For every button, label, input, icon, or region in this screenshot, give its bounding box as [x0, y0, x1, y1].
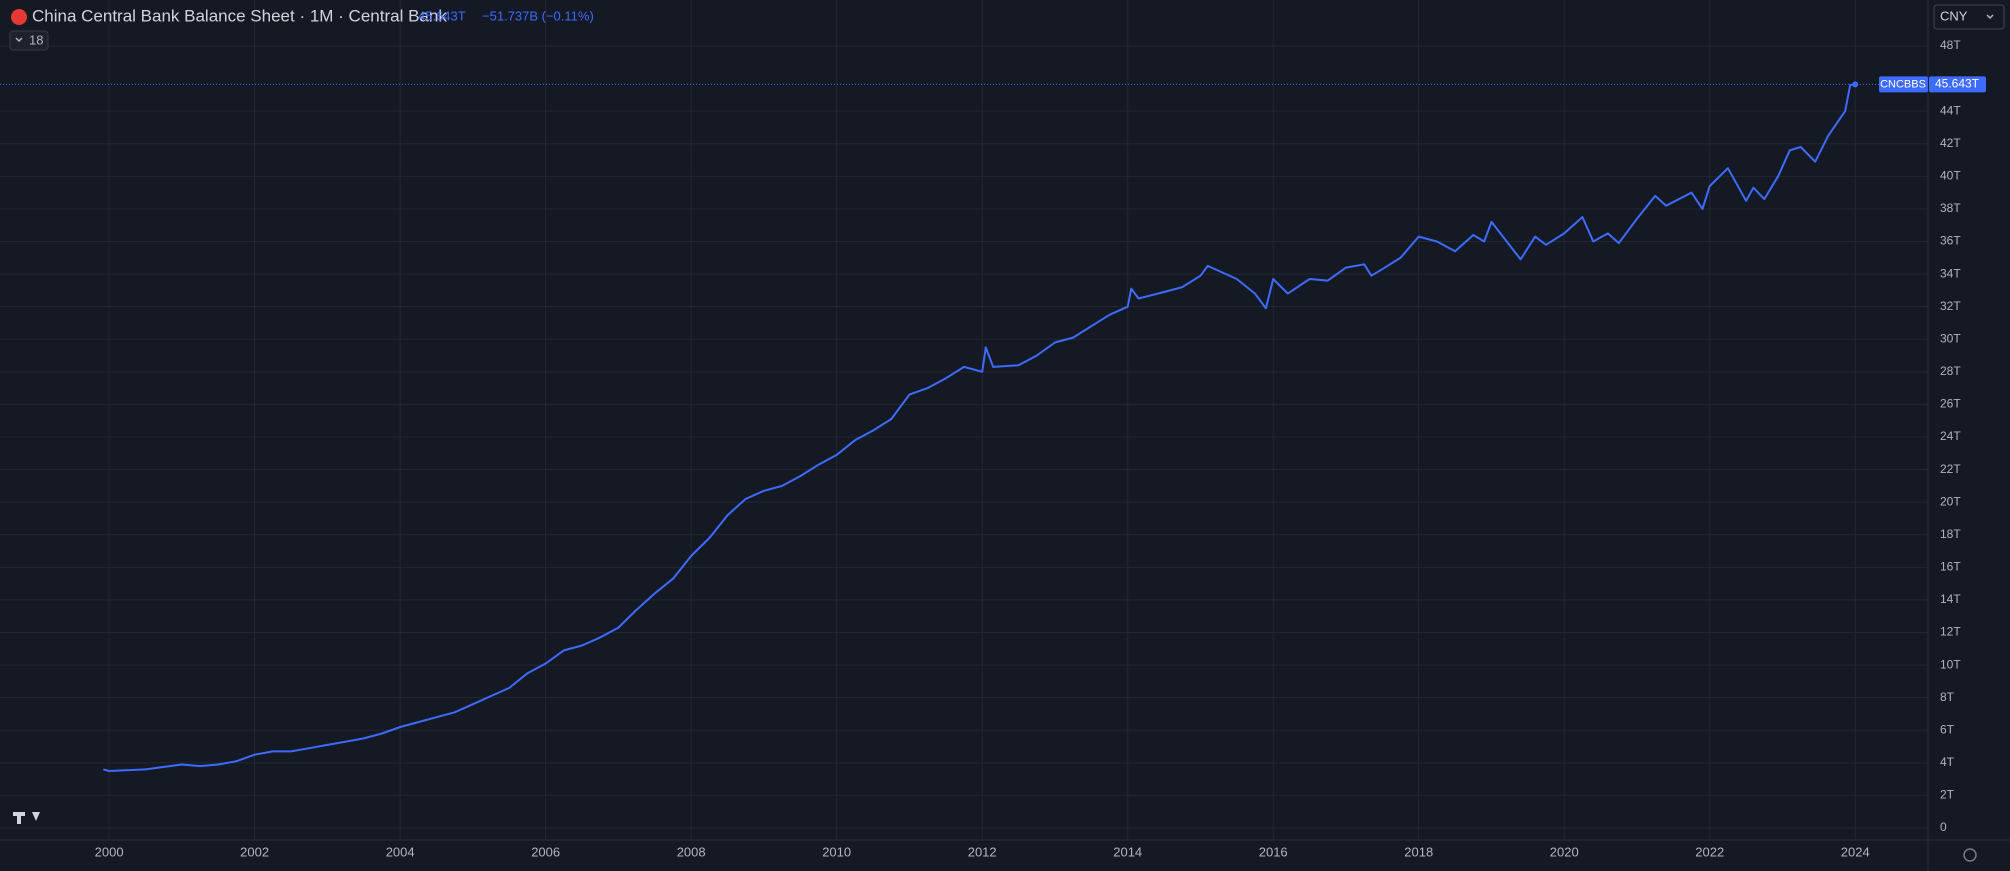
y-tick-label: 6T: [1940, 722, 1955, 736]
settings-icon[interactable]: [1963, 848, 1977, 862]
y-tick-label: 8T: [1940, 690, 1955, 704]
x-tick-label: 2004: [386, 844, 415, 859]
y-tick-label: 22T: [1940, 462, 1961, 476]
price-tag: [1929, 76, 1986, 93]
y-tick-label: 30T: [1940, 331, 1961, 345]
last-point: [1852, 81, 1859, 88]
y-tick-label: 38T: [1940, 201, 1961, 215]
y-tick-label: 32T: [1940, 299, 1961, 313]
y-tick-label: 2T: [1940, 788, 1955, 802]
change: −51.737B (−0.11%): [482, 8, 594, 23]
currency: CNY: [1940, 8, 1968, 23]
currency-select[interactable]: [1933, 4, 2005, 30]
price: 45.643T: [418, 8, 466, 23]
series-name: CNCBBS: [1880, 78, 1926, 90]
y-tick-label: 16T: [1940, 560, 1961, 574]
x-tick-label: 2024: [1841, 844, 1870, 859]
y-tick-label: 18T: [1940, 527, 1961, 541]
x-tick-label: 2018: [1404, 844, 1433, 859]
y-tick-label: 36T: [1940, 234, 1961, 248]
x-tick-label: 2022: [1695, 844, 1724, 859]
x-tick-label: 2014: [1113, 844, 1142, 859]
y-tick-label: 26T: [1940, 397, 1961, 411]
y-tick-label: 0: [1940, 820, 1947, 834]
y-tick-label: 42T: [1940, 136, 1961, 150]
x-tick-label: 2002: [240, 844, 269, 859]
x-tick-label: 2016: [1259, 844, 1288, 859]
y-tick-label: 20T: [1940, 494, 1961, 508]
grid: [0, 0, 1928, 840]
x-tick-label: 2020: [1550, 844, 1579, 859]
y-tick-label: 12T: [1940, 625, 1961, 639]
indicator-toggle[interactable]: [9, 30, 49, 51]
y-tick-label: 14T: [1940, 592, 1961, 606]
y-tick-label: 10T: [1940, 657, 1961, 671]
series-tag: [1879, 76, 1928, 93]
tradingview-logo: [13, 812, 40, 824]
x-tick-label: 2006: [531, 844, 560, 859]
chevron-icon: [1986, 14, 1994, 20]
flag-icon: [11, 9, 27, 25]
y-tick-label: 24T: [1940, 429, 1961, 443]
x-tick-label: 2010: [822, 844, 851, 859]
y-tick-label: 34T: [1940, 266, 1961, 280]
x-tick-label: 2000: [95, 844, 124, 859]
x-tick-label: 2012: [968, 844, 997, 859]
y-tick-label: 40T: [1940, 169, 1961, 183]
plot: [0, 81, 1928, 772]
series-line: [103, 83, 1856, 772]
y-tick-label: 28T: [1940, 364, 1961, 378]
chevron-icon: [15, 37, 23, 43]
x-tick-label: 2008: [677, 844, 706, 859]
y-tick-label: 4T: [1940, 755, 1955, 769]
y-tick-label: 44T: [1940, 103, 1961, 117]
indicator-count: 18: [29, 32, 43, 47]
price-tag-label: 45.643T: [1935, 77, 1980, 91]
y-tick-label: 48T: [1940, 38, 1961, 52]
chart-title: China Central Bank Balance Sheet · 1M · …: [32, 6, 447, 25]
